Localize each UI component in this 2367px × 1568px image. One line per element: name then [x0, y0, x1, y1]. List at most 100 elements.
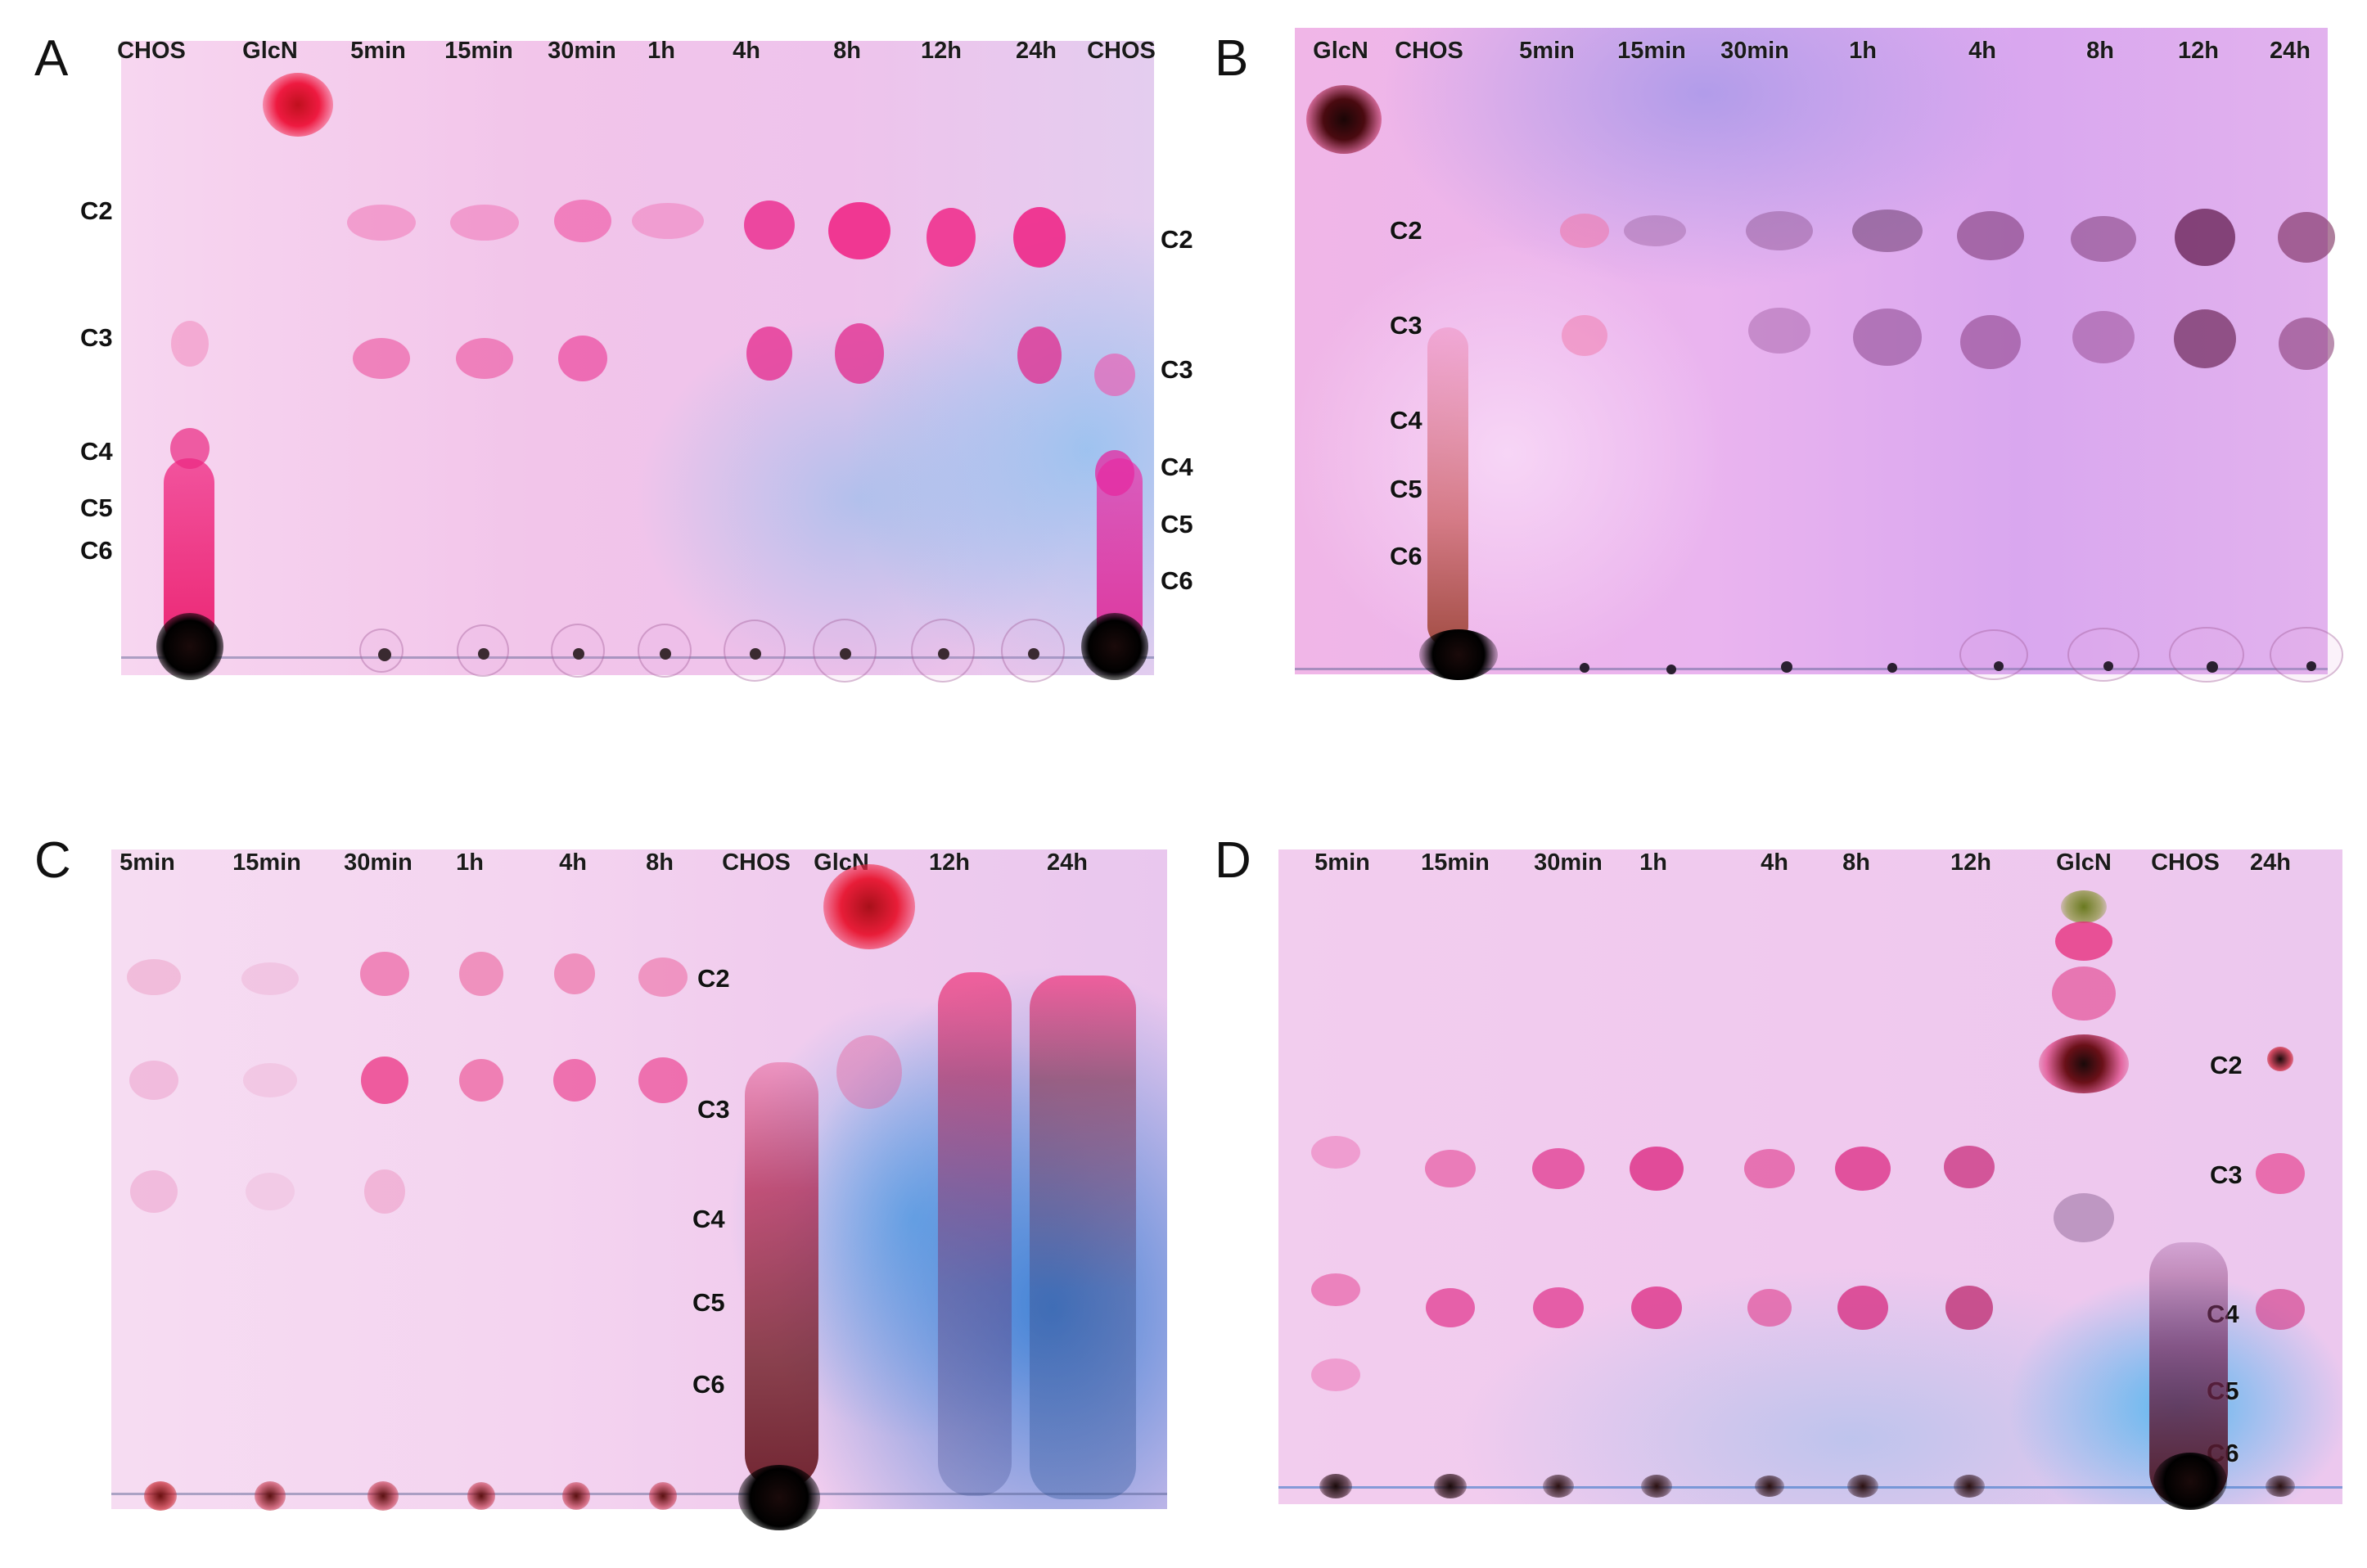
lane-label: 5min: [119, 849, 175, 876]
panel-a: A CHOS GlcN 5min 15min 30min 1h 4h 8h 12…: [0, 0, 1193, 784]
origin-line: [1295, 668, 2328, 670]
origin-spot-small: [1887, 663, 1897, 673]
origin-spot-small: [1994, 661, 2004, 671]
origin-spot-small: [378, 648, 391, 661]
lane-label: 15min: [1617, 38, 1686, 64]
band-spot: [558, 336, 607, 381]
band-spot: [170, 428, 210, 469]
origin-spot-small: [1319, 1474, 1352, 1498]
band-spot: [2256, 1153, 2305, 1194]
origin-spot-small: [1755, 1476, 1784, 1497]
lane-label: 4h: [1761, 849, 1788, 876]
band-label: C3: [1390, 311, 1422, 340]
lane-label: CHOS: [2151, 849, 2220, 876]
chos-origin-spot: [1081, 613, 1148, 680]
band-spot: [2175, 209, 2235, 266]
band-spot: [2072, 311, 2135, 363]
lane-label: GlcN: [1313, 38, 1368, 64]
panel-d: D 5min 15min 30min 1h 4h 8h 12h GlcN CHO…: [1184, 784, 2367, 1568]
lane-label: 30min: [1720, 38, 1789, 64]
band-spot: [2052, 966, 2116, 1021]
lane-label: 24h: [1016, 38, 1057, 64]
glcn-spot: [263, 73, 333, 137]
band-spot: [1017, 327, 1062, 384]
band-label: C5: [1390, 475, 1422, 503]
lane-smear-24h: [1030, 975, 1136, 1499]
band-spot: [1425, 1150, 1476, 1187]
band-spot: [1746, 211, 1813, 250]
band-spot: [1426, 1288, 1475, 1327]
origin-spot-small: [255, 1481, 286, 1511]
lane-label: CHOS: [117, 38, 186, 64]
lane-label: 15min: [232, 849, 301, 876]
lane-label: 8h: [2086, 38, 2114, 64]
band-label: C3: [80, 323, 113, 352]
band-spot: [361, 1057, 408, 1104]
band-spot: [171, 321, 209, 367]
band-label: C6: [80, 536, 113, 565]
origin-line: [121, 656, 1154, 659]
band-spot: [2267, 1047, 2293, 1071]
band-spot: [1837, 1286, 1888, 1330]
band-spot: [1533, 1287, 1584, 1328]
origin-spot-small: [1028, 648, 1039, 660]
origin-ring: [1001, 619, 1065, 683]
band-spot: [1311, 1136, 1360, 1169]
origin-spot-small: [1666, 665, 1676, 674]
lane-label: 15min: [1421, 849, 1490, 876]
band-spot: [746, 327, 792, 381]
band-spot: [1748, 308, 1810, 354]
band-spot: [744, 201, 795, 250]
lane-label: 4h: [559, 849, 587, 876]
origin-spot-small: [467, 1482, 495, 1510]
origin-spot-small: [840, 648, 851, 660]
band-spot: [2055, 921, 2112, 961]
glcn-spot: [1306, 85, 1382, 154]
origin-spot-small: [2207, 661, 2218, 673]
band-spot: [1631, 1286, 1682, 1329]
band-spot: [927, 208, 976, 267]
lane-label: 1h: [1849, 38, 1877, 64]
glcn-spot: [823, 864, 915, 949]
lane-label: 12h: [2178, 38, 2219, 64]
lane-label: 30min: [1534, 849, 1603, 876]
origin-spot-small: [2306, 661, 2316, 671]
glcn-spot: [2061, 890, 2107, 923]
band-spot: [241, 962, 299, 995]
lane-label: 24h: [2270, 38, 2311, 64]
origin-ring: [2270, 627, 2343, 683]
lane-label: 15min: [444, 38, 513, 64]
lane-label: 1h: [647, 38, 675, 64]
lane-label: GlcN: [242, 38, 298, 64]
band-label: C2: [1161, 225, 1193, 254]
band-label: C3: [697, 1095, 730, 1124]
lane-label: 4h: [733, 38, 760, 64]
band-spot: [835, 323, 884, 384]
lane-label: CHOS: [1087, 38, 1156, 64]
panel-letter: A: [34, 30, 69, 87]
origin-spot-small: [1543, 1475, 1574, 1498]
band-spot: [1532, 1148, 1585, 1189]
chos-lane-smear: [1427, 327, 1468, 647]
origin-spot-small: [367, 1481, 399, 1511]
band-label: C3: [1161, 355, 1193, 384]
band-spot: [638, 1057, 688, 1103]
band-spot: [130, 1170, 178, 1213]
band-label: C2: [2210, 1051, 2243, 1079]
band-label: C6: [1390, 542, 1422, 570]
chos-origin-spot: [2153, 1453, 2227, 1510]
origin-spot-small: [573, 648, 584, 660]
band-label: C4: [692, 1205, 725, 1233]
lane-label: 12h: [921, 38, 962, 64]
lane-label: 24h: [1047, 849, 1088, 876]
origin-spot-small: [938, 648, 949, 660]
band-spot: [1095, 450, 1134, 496]
band-spot: [1013, 207, 1066, 268]
origin-spot-small: [144, 1481, 177, 1511]
tlc-plate: [121, 41, 1154, 675]
band-spot: [2054, 1193, 2114, 1242]
origin-spot-small: [2266, 1476, 2295, 1497]
lane-label: CHOS: [1395, 38, 1463, 64]
lane-label: 30min: [548, 38, 616, 64]
band-spot: [1960, 315, 2021, 369]
